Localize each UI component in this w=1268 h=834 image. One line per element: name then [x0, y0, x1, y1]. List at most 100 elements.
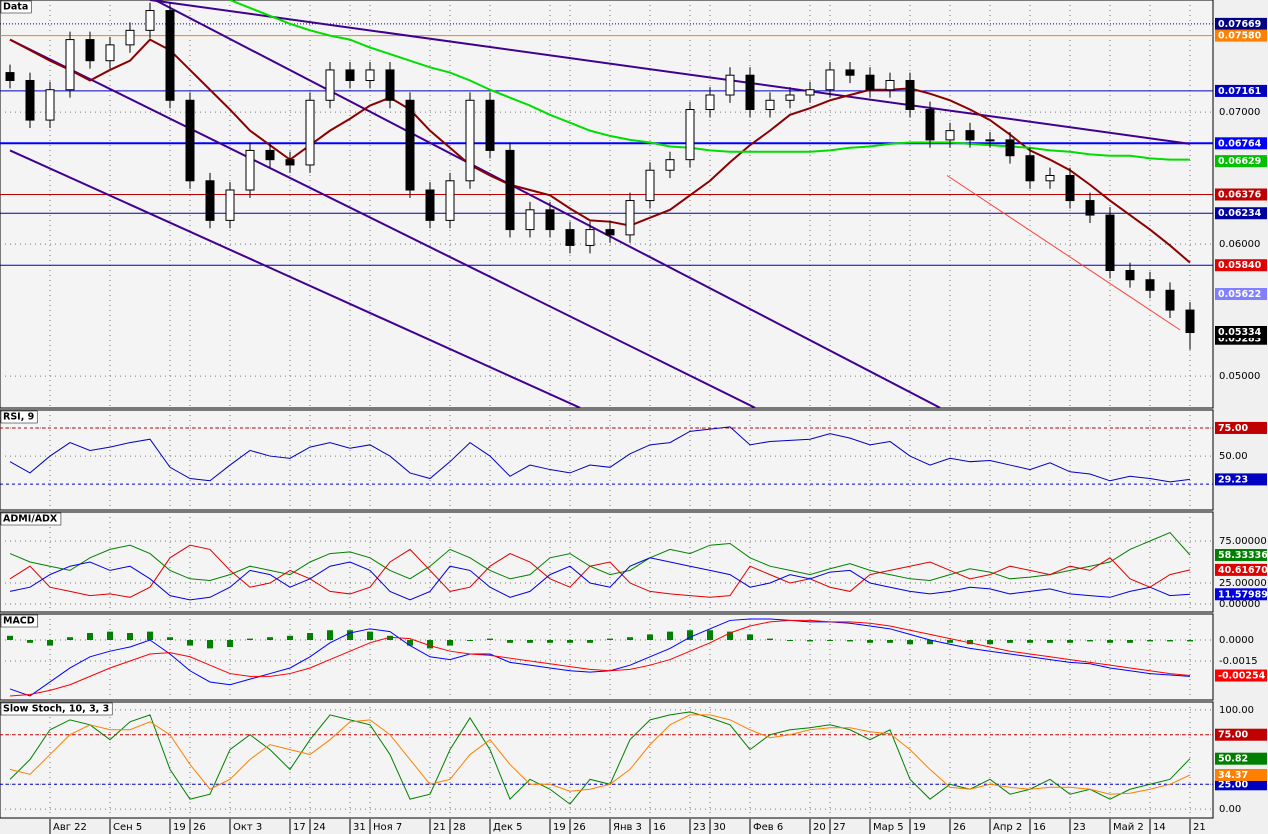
candle-body [645, 169, 655, 202]
y-tick-label: 0.06000 [1219, 239, 1260, 250]
x-tick-label: Мар 5 [873, 822, 904, 833]
histogram-bar [1187, 640, 1193, 642]
candle-body [565, 229, 575, 246]
candle-body [925, 109, 935, 141]
panel-title-box [0, 614, 39, 628]
value-label: 50.82 [1218, 754, 1248, 765]
candle-body [285, 159, 295, 166]
y-tick-label: 0.00 [1219, 804, 1241, 815]
candle-body [345, 69, 355, 81]
candle-body [685, 109, 695, 161]
x-tick-label: 24 [313, 822, 326, 833]
value-label-box [1215, 473, 1267, 486]
histogram-bar [847, 640, 853, 642]
x-tick-label: 23 [1073, 822, 1086, 833]
histogram-bar [1147, 640, 1153, 642]
value-label: 0.06376 [1218, 189, 1262, 200]
candle-body [665, 159, 675, 171]
histogram-bar [1107, 640, 1113, 643]
price-axis: 75.00000 25.00000 0.00000 58.33336 40.61670 1… [1215, 536, 1268, 610]
histogram-bar [107, 631, 113, 641]
histogram-bar [727, 631, 733, 641]
candle-body [965, 130, 975, 141]
candle-body [985, 139, 995, 142]
histogram-bar [67, 637, 73, 641]
panel-background [0, 409, 1214, 511]
indicator-line [9, 426, 1191, 483]
plot-area [0, 410, 1213, 510]
histogram-bar [187, 640, 193, 646]
candle-body [165, 10, 175, 101]
x-tick-label: 26 [193, 822, 206, 833]
x-tick-label: Сен 5 [113, 822, 142, 833]
x-tick-label: 19 [913, 822, 926, 833]
candle-body [385, 69, 395, 101]
histogram-bar [967, 640, 973, 645]
candle-body [1165, 289, 1175, 311]
candle-body [485, 99, 495, 151]
x-tick-label: 19 [173, 822, 186, 833]
x-tick-label: 16 [1033, 822, 1046, 833]
y-tick-label: 50.00 [1219, 451, 1248, 462]
candle-body [825, 69, 835, 91]
value-label-box [1215, 17, 1267, 30]
x-tick-label: 28 [453, 822, 466, 833]
panel-background [0, 511, 1214, 613]
candle-body [585, 229, 595, 246]
x-tick-label: Апр 2 [993, 822, 1022, 833]
x-tick-label: 19 [553, 822, 566, 833]
candle-body [945, 130, 955, 141]
plot-area [0, 0, 1213, 408]
x-tick-label: 26 [573, 822, 586, 833]
candle-body [1185, 309, 1195, 334]
y-tick-label: 0.0000 [1219, 635, 1254, 646]
histogram-bar [487, 638, 493, 641]
histogram-bar [307, 633, 313, 641]
value-label: 0.06234 [1218, 208, 1262, 219]
x-tick-label: 14 [1153, 822, 1166, 833]
plot-area [0, 512, 1213, 612]
panel-title-box [0, 410, 38, 424]
candle-body [445, 180, 455, 221]
trend-line [946, 175, 1181, 331]
value-label: 11.57989 [1218, 589, 1268, 600]
trend-line [9, 149, 581, 408]
value-label: 25.00 [1218, 779, 1248, 790]
candle-body [785, 94, 795, 101]
candle-body [525, 209, 535, 231]
histogram-bar [327, 630, 333, 641]
histogram-bar [167, 637, 173, 641]
histogram-bar [387, 635, 393, 641]
x-tick-label: Ноя 7 [373, 822, 402, 833]
candle-body [1085, 200, 1095, 216]
plot-area [0, 614, 1213, 700]
value-label: 0.05283 [1218, 334, 1261, 345]
value-label-box [1215, 29, 1267, 42]
y-tick-label: 25.00000 [1219, 578, 1267, 589]
moving-average [9, 38, 1191, 264]
histogram-bar [467, 640, 473, 642]
histogram-bar [627, 637, 633, 641]
histogram-bar [1027, 640, 1033, 643]
value-label: 58.33336 [1218, 550, 1268, 561]
candle-body [305, 99, 315, 166]
histogram-bar [707, 630, 713, 641]
candle-body [145, 10, 155, 31]
value-label: 0.05334 [1218, 327, 1262, 338]
histogram-bar [1087, 640, 1093, 642]
histogram-bar [47, 640, 53, 646]
trend-line [9, 38, 756, 408]
histogram-bar [1127, 640, 1133, 643]
histogram-bar [787, 640, 793, 642]
candle-body [745, 74, 755, 111]
candle-body [45, 89, 55, 121]
y-tick-label: 100.00 [1219, 705, 1254, 716]
histogram-bar [687, 630, 693, 641]
candle-body [605, 229, 615, 236]
y-tick-label: 0.00000 [1219, 599, 1260, 610]
histogram-bar [1167, 640, 1173, 642]
histogram-bar [87, 633, 93, 641]
histogram-bar [1067, 640, 1073, 643]
candle-body [1065, 174, 1075, 202]
